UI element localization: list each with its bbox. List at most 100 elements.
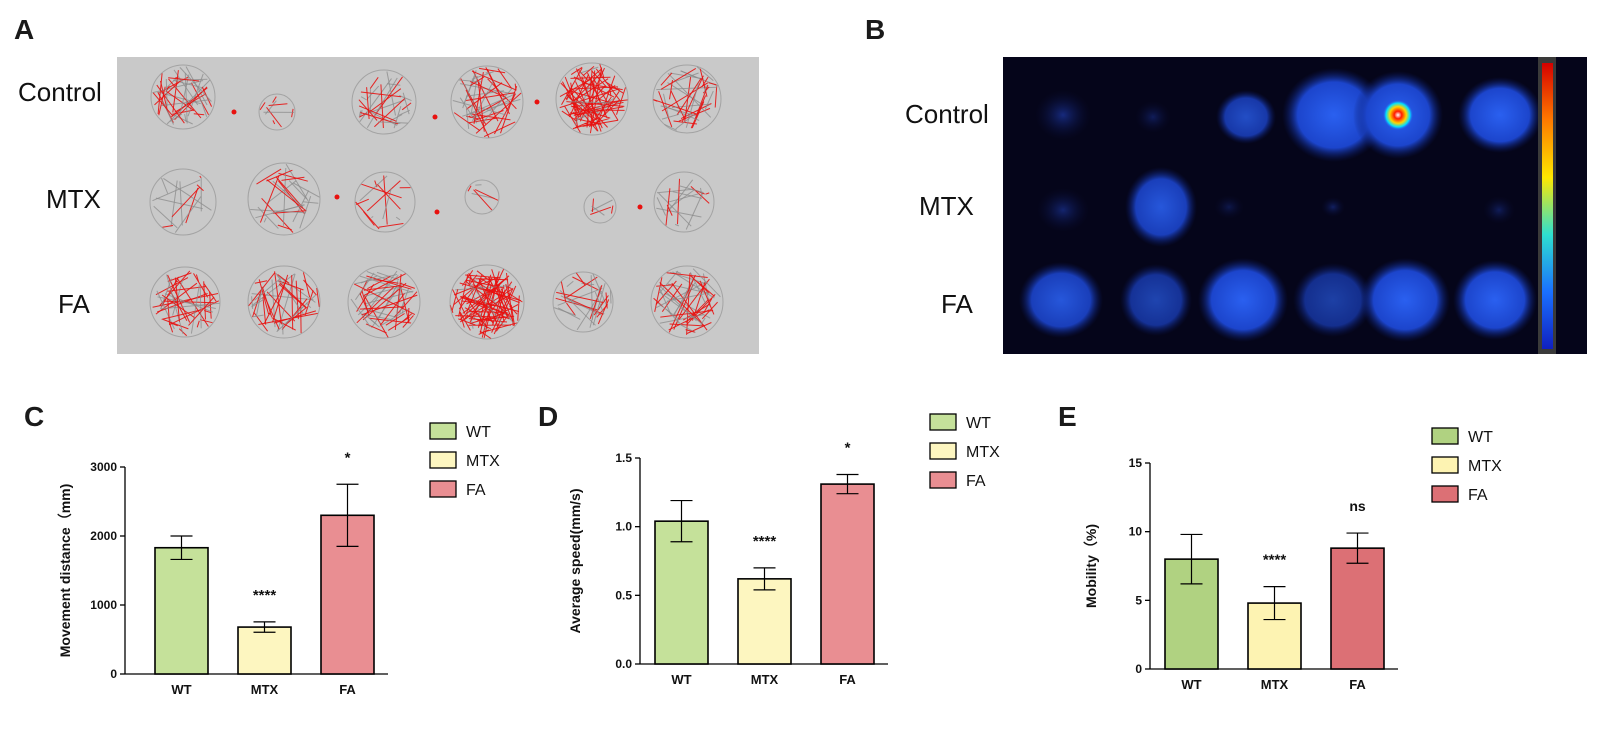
trajectory-segment bbox=[685, 82, 700, 128]
trajectory-segment bbox=[199, 319, 213, 324]
trajectory-segment bbox=[272, 96, 277, 103]
trajectory-segment bbox=[286, 307, 307, 324]
trajectory-segment bbox=[500, 288, 513, 310]
trajectory-segment bbox=[161, 177, 169, 194]
trajectory-well-outline bbox=[652, 64, 722, 134]
trajectory-segment bbox=[656, 188, 694, 194]
trajectory-well-outline bbox=[247, 265, 321, 339]
trajectory-segment bbox=[566, 280, 574, 287]
x-tick-label-wt: WT bbox=[171, 682, 191, 697]
trajectory-segment bbox=[453, 112, 481, 132]
heat-blob bbox=[1214, 195, 1244, 219]
trajectory-segment bbox=[464, 314, 469, 319]
y-tick-label: 0.5 bbox=[615, 588, 632, 602]
heat-blob bbox=[1453, 260, 1537, 340]
trajectory-segment bbox=[514, 83, 517, 91]
trajectory-segment bbox=[704, 90, 714, 110]
trajectory-segment bbox=[611, 205, 614, 214]
trajectory-segment bbox=[507, 292, 523, 303]
y-tick-label: 0.0 bbox=[615, 657, 632, 671]
trajectory-well-outline bbox=[149, 266, 221, 338]
legend-swatch-fa bbox=[1431, 485, 1459, 503]
trajectory-segment bbox=[377, 121, 408, 124]
trajectory-segment bbox=[362, 313, 395, 321]
trajectory-segment bbox=[363, 273, 407, 296]
y-tick-label: 2000 bbox=[90, 529, 117, 543]
trajectory-segment bbox=[364, 99, 406, 115]
bar-fa bbox=[1330, 547, 1385, 670]
trajectory-segment bbox=[573, 101, 624, 116]
trajectory-segment bbox=[471, 80, 495, 122]
trajectory-segment bbox=[163, 177, 212, 211]
heat-blob bbox=[1483, 196, 1515, 224]
trajectory-well-outline bbox=[583, 190, 617, 224]
x-tick-label-mtx: MTX bbox=[1261, 677, 1289, 692]
trajectory-segment bbox=[174, 196, 202, 233]
trajectory-segment bbox=[272, 120, 276, 125]
trajectory-segment bbox=[664, 105, 700, 121]
trajectory-segment bbox=[179, 74, 190, 114]
trajectory-segment bbox=[661, 82, 709, 112]
trajectory-segment bbox=[673, 284, 694, 330]
trajectory-segment bbox=[569, 72, 602, 106]
trajectory-segment bbox=[303, 279, 317, 296]
trajectory-segment bbox=[570, 101, 611, 104]
trajectory-segment bbox=[703, 85, 707, 93]
trajectory-segment bbox=[590, 199, 613, 212]
trajectory-segment bbox=[669, 323, 705, 327]
trajectory-segment bbox=[714, 86, 718, 108]
trajectory-segment bbox=[458, 273, 469, 317]
legend-label-mtx: MTX bbox=[466, 453, 500, 470]
trajectory-segment bbox=[560, 281, 567, 303]
trajectory-segment bbox=[591, 205, 605, 216]
panel-a-row-label-fa: FA bbox=[58, 289, 90, 319]
trajectory-segment bbox=[184, 113, 187, 123]
trajectory-segment bbox=[685, 329, 695, 333]
panel-letter-b: B bbox=[865, 14, 886, 45]
trajectory-segment bbox=[266, 291, 296, 322]
trajectory-segment bbox=[665, 188, 671, 226]
x-tick-label-mtx: MTX bbox=[751, 672, 779, 687]
trajectory-segment bbox=[359, 109, 363, 117]
trajectory-segment bbox=[465, 274, 483, 314]
y-tick-label: 1.5 bbox=[615, 451, 632, 465]
trajectory-segment bbox=[366, 85, 380, 100]
trajectory-segment bbox=[553, 307, 577, 316]
bar-mtx bbox=[237, 626, 292, 675]
trajectory-segment bbox=[673, 282, 696, 315]
trajectory-segment bbox=[590, 275, 593, 320]
trajectory-segment bbox=[160, 278, 172, 310]
trajectory-segment bbox=[271, 317, 296, 331]
trajectory-segment bbox=[566, 276, 598, 298]
legend-label-fa: FA bbox=[966, 473, 986, 490]
panel-b-row-label-control: Control bbox=[905, 99, 989, 129]
trajectory-dot bbox=[434, 209, 440, 215]
trajectory-segment bbox=[299, 196, 312, 229]
trajectory-segment bbox=[674, 223, 679, 227]
trajectory-segment bbox=[479, 67, 506, 74]
legend-swatch-fa bbox=[429, 480, 457, 498]
trajectory-segment bbox=[566, 94, 595, 121]
trajectory-segment bbox=[167, 298, 171, 326]
trajectory-segment bbox=[664, 123, 677, 131]
trajectory-segment bbox=[158, 86, 166, 116]
chart-e-mobility: E 0 5 10 15 Mobility（%) WT **** MTX ns FA WT MTX FA bbox=[1058, 401, 1502, 692]
trajectory-segment bbox=[500, 86, 518, 134]
trajectory-segment bbox=[592, 273, 608, 306]
legend-label-fa: FA bbox=[1468, 487, 1488, 504]
trajectory-segment bbox=[452, 289, 466, 315]
trajectory-segment bbox=[660, 72, 673, 86]
trajectory-segment bbox=[462, 70, 477, 109]
trajectory-segment bbox=[678, 278, 710, 320]
trajectory-dot bbox=[231, 109, 237, 115]
trajectory-segment bbox=[570, 76, 611, 79]
trajectory-segment bbox=[491, 269, 508, 316]
trajectory-segment bbox=[699, 68, 708, 97]
trajectory-segment bbox=[685, 193, 703, 230]
trajectory-segment bbox=[165, 90, 195, 112]
trajectory-segment bbox=[573, 106, 624, 116]
bar-wt bbox=[154, 546, 209, 675]
trajectory-segment bbox=[272, 180, 304, 208]
trajectory-segment bbox=[179, 181, 183, 226]
